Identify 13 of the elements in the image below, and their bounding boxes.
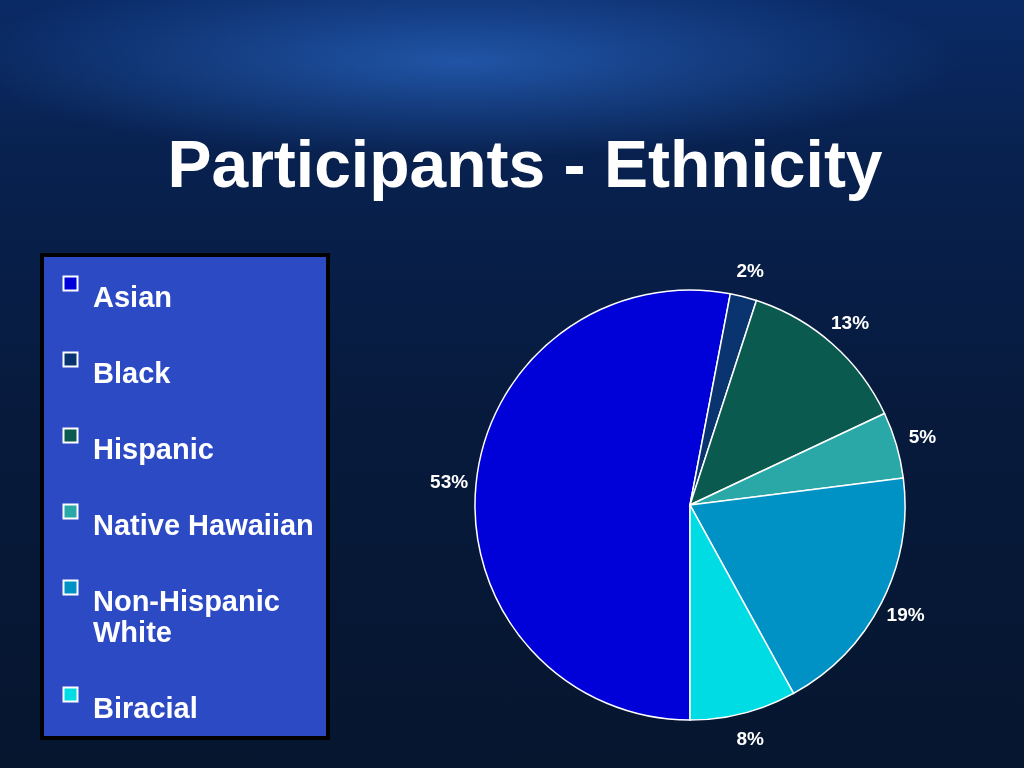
data-label: 8% xyxy=(736,728,765,750)
legend-label: Non-Hispanic White xyxy=(93,584,280,648)
data-label: 19% xyxy=(886,603,925,625)
legend-label: Black xyxy=(93,356,172,389)
data-label: 13% xyxy=(831,312,870,334)
chart-title: Participants - Ethnicity xyxy=(167,127,883,201)
legend-label: Hispanic xyxy=(93,432,214,465)
data-label: 2% xyxy=(736,259,765,281)
data-label: 5% xyxy=(908,426,937,448)
data-label: 53% xyxy=(430,471,469,493)
legend-label: Biracial xyxy=(93,691,198,724)
legend-label: Asian xyxy=(93,280,172,313)
legend-label: Native Hawaiian xyxy=(93,508,314,541)
